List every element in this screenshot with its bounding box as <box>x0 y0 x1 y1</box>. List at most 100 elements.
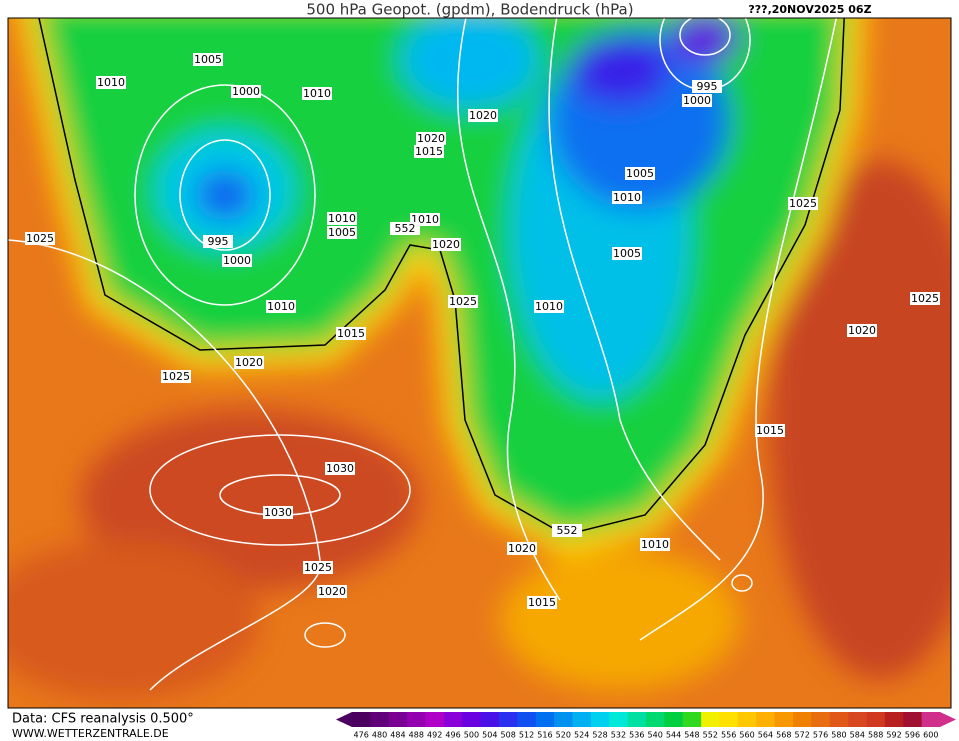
label-box <box>325 462 355 475</box>
colorbar-swatch <box>682 712 702 727</box>
label-text: 1010 <box>535 300 563 313</box>
label-text: 1005 <box>626 167 654 180</box>
colorbar-label: 520 <box>556 731 571 740</box>
field <box>8 18 951 708</box>
colorbar-swatch <box>903 712 923 727</box>
colorbar-arrow <box>940 712 956 727</box>
colorbar-label: 524 <box>574 731 589 740</box>
colorbar-swatch <box>480 712 500 727</box>
label-box <box>527 596 557 609</box>
label-text: 1010 <box>641 538 669 551</box>
label-text: 1010 <box>328 212 356 225</box>
colorbar-swatch <box>921 712 941 727</box>
label-text: 1015 <box>528 596 556 609</box>
colorbar-swatch <box>627 712 647 727</box>
label-text: 1005 <box>613 247 641 260</box>
label-box <box>317 585 347 598</box>
colorbar-label: 488 <box>409 731 424 740</box>
colorbar-label: 508 <box>501 731 516 740</box>
isobar-label: 1000 <box>682 94 712 107</box>
isobar-label: 1015 <box>414 145 444 158</box>
colorbar-swatch <box>535 712 555 727</box>
isobar-label: 995 <box>692 80 722 93</box>
colorbar-label: 480 <box>372 731 387 740</box>
label-box <box>222 254 252 267</box>
label-box <box>193 53 223 66</box>
colorbar-label: 528 <box>592 731 607 740</box>
label-box <box>416 132 446 145</box>
date: ???,20NOV2025 06Z <box>748 3 871 16</box>
isobar-label: 1020 <box>431 238 461 251</box>
colorbar-label: 532 <box>611 731 626 740</box>
isobar-label: 1025 <box>448 295 478 308</box>
isobar-label: 1015 <box>527 596 557 609</box>
colorbar-swatch <box>646 712 665 727</box>
label-text: 1000 <box>683 94 711 107</box>
frame <box>7 17 952 709</box>
colorbar-label: 592 <box>886 731 901 740</box>
label-box <box>640 538 670 551</box>
label-text: 1030 <box>264 506 292 519</box>
colorbar-label: 564 <box>758 731 773 740</box>
isobar-label: 1020 <box>317 585 347 598</box>
colorbar-swatch <box>848 712 867 727</box>
label-box <box>234 356 264 369</box>
label-text: 1010 <box>613 191 641 204</box>
colorbar-label: 512 <box>519 731 534 740</box>
isobar-label: 1025 <box>161 370 191 383</box>
label-box <box>692 80 722 93</box>
label-text: 1000 <box>223 254 251 267</box>
isobar-label: 1030 <box>325 462 355 475</box>
colorbar-swatch <box>774 712 794 727</box>
colorbar-label: 500 <box>464 731 479 740</box>
isobar-label: 1005 <box>625 167 655 180</box>
isobar-label: 1020 <box>468 109 498 122</box>
colorbar-label: 484 <box>390 731 405 740</box>
site: WWW.WETTERZENTRALE.DE <box>12 727 169 740</box>
label-box <box>625 167 655 180</box>
colorbar-swatch <box>756 712 776 727</box>
isobar-label: 552 <box>390 222 420 235</box>
label-box <box>788 197 818 210</box>
colorbar-swatch <box>590 712 610 727</box>
isobar-label: 1030 <box>263 506 293 519</box>
label-box <box>414 145 444 158</box>
label-box <box>448 295 478 308</box>
colorbar-swatch <box>572 712 592 727</box>
label-text: 1025 <box>449 295 477 308</box>
label-text: 1010 <box>97 76 125 89</box>
label-box <box>612 191 642 204</box>
colorbar-swatch <box>664 712 684 727</box>
label-text: 995 <box>208 235 229 248</box>
colorbar-swatch <box>388 712 408 727</box>
colorbar-swatch <box>737 712 757 727</box>
title: 500 hPa Geopot. (gpdm), Bodendruck (hPa) <box>306 1 633 19</box>
colorbar-label: 568 <box>776 731 791 740</box>
colorbar-swatch <box>884 712 904 727</box>
isobar-label: 1005 <box>612 247 642 260</box>
colorbar-label: 576 <box>813 731 828 740</box>
isobar-label: 1010 <box>302 87 332 100</box>
colorbar-swatch <box>443 712 463 727</box>
label-text: 1025 <box>911 292 939 305</box>
isobar-label: 1000 <box>222 254 252 267</box>
isobar-label: 1010 <box>534 300 564 313</box>
label-box <box>327 226 357 239</box>
label-text: 1005 <box>194 53 222 66</box>
label-box <box>263 506 293 519</box>
label-text: 1020 <box>235 356 263 369</box>
label-text: 1000 <box>232 85 260 98</box>
colorbar-swatch <box>352 712 371 727</box>
label-box <box>534 300 564 313</box>
colorbar-label: 588 <box>868 731 883 740</box>
colorbar-label: 580 <box>831 731 846 740</box>
colorbar-swatch <box>407 712 426 727</box>
colorbar-label: 560 <box>739 731 754 740</box>
label-box <box>302 87 332 100</box>
label-text: 1020 <box>508 542 536 555</box>
label-text: 1025 <box>26 232 54 245</box>
colorbar-label: 596 <box>905 731 920 740</box>
isobar-label: 1010 <box>96 76 126 89</box>
